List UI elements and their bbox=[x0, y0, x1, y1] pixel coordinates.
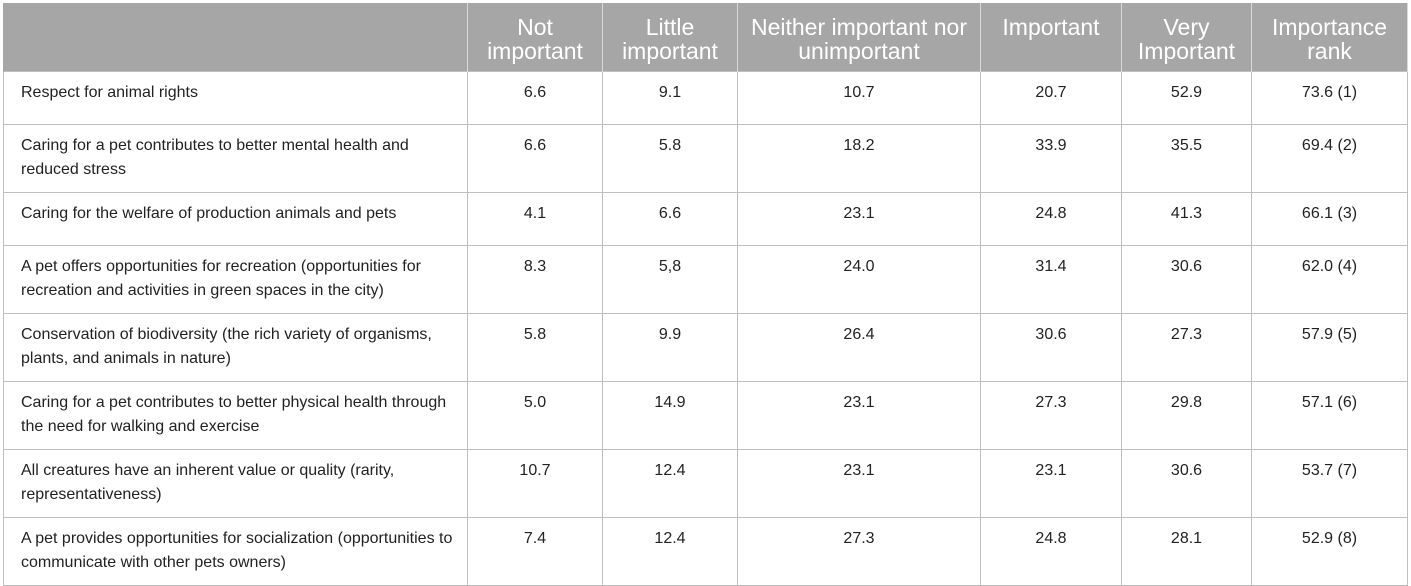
header-neither: Neither important nor unimportant bbox=[737, 3, 981, 72]
cell-not-important: 10.7 bbox=[467, 449, 603, 518]
row-label: A pet provides opportunities for sociali… bbox=[3, 517, 468, 586]
header-very-important: Very Important bbox=[1121, 3, 1252, 72]
header-importance-rank: Importance rank bbox=[1251, 3, 1408, 72]
table-row: A pet offers opportunities for recreatio… bbox=[3, 245, 1408, 314]
cell-neither: 26.4 bbox=[737, 313, 981, 382]
table-body: Respect for animal rights 6.6 9.1 10.7 2… bbox=[3, 71, 1408, 586]
table-row: Caring for the welfare of production ani… bbox=[3, 192, 1408, 246]
cell-little-important: 5.8 bbox=[602, 124, 738, 193]
header-important: Important bbox=[980, 3, 1122, 72]
cell-little-important: 12.4 bbox=[602, 449, 738, 518]
cell-not-important: 4.1 bbox=[467, 192, 603, 246]
cell-important: 24.8 bbox=[980, 192, 1122, 246]
header-row: Not important Little important Neither i… bbox=[3, 3, 1408, 72]
cell-very-important: 41.3 bbox=[1121, 192, 1252, 246]
cell-not-important: 5.0 bbox=[467, 381, 603, 450]
header-little-important: Little important bbox=[602, 3, 738, 72]
importance-table-container: Not important Little important Neither i… bbox=[3, 3, 1408, 586]
cell-neither: 23.1 bbox=[737, 449, 981, 518]
cell-importance-rank: 73.6 (1) bbox=[1251, 71, 1408, 125]
cell-important: 27.3 bbox=[980, 381, 1122, 450]
cell-little-important: 5,8 bbox=[602, 245, 738, 314]
table-row: A pet provides opportunities for sociali… bbox=[3, 517, 1408, 586]
table-row: All creatures have an inherent value or … bbox=[3, 449, 1408, 518]
row-label: Respect for animal rights bbox=[3, 71, 468, 125]
row-label: Conservation of biodiversity (the rich v… bbox=[3, 313, 468, 382]
cell-not-important: 5.8 bbox=[467, 313, 603, 382]
cell-little-important: 9.9 bbox=[602, 313, 738, 382]
cell-not-important: 6.6 bbox=[467, 124, 603, 193]
cell-neither: 23.1 bbox=[737, 192, 981, 246]
cell-important: 23.1 bbox=[980, 449, 1122, 518]
importance-table: Not important Little important Neither i… bbox=[3, 3, 1408, 586]
table-row: Respect for animal rights 6.6 9.1 10.7 2… bbox=[3, 71, 1408, 125]
cell-little-important: 6.6 bbox=[602, 192, 738, 246]
cell-important: 24.8 bbox=[980, 517, 1122, 586]
table-header: Not important Little important Neither i… bbox=[3, 3, 1408, 72]
row-label: Caring for a pet contributes to better p… bbox=[3, 381, 468, 450]
header-not-important: Not important bbox=[467, 3, 603, 72]
row-label: Caring for the welfare of production ani… bbox=[3, 192, 468, 246]
cell-very-important: 29.8 bbox=[1121, 381, 1252, 450]
table-row: Caring for a pet contributes to better m… bbox=[3, 124, 1408, 193]
cell-important: 30.6 bbox=[980, 313, 1122, 382]
cell-importance-rank: 57.9 (5) bbox=[1251, 313, 1408, 382]
cell-important: 33.9 bbox=[980, 124, 1122, 193]
cell-importance-rank: 57.1 (6) bbox=[1251, 381, 1408, 450]
cell-importance-rank: 62.0 (4) bbox=[1251, 245, 1408, 314]
cell-very-important: 28.1 bbox=[1121, 517, 1252, 586]
cell-importance-rank: 66.1 (3) bbox=[1251, 192, 1408, 246]
cell-not-important: 6.6 bbox=[467, 71, 603, 125]
header-cell-blank bbox=[3, 3, 468, 72]
cell-very-important: 27.3 bbox=[1121, 313, 1252, 382]
row-label: All creatures have an inherent value or … bbox=[3, 449, 468, 518]
cell-neither: 27.3 bbox=[737, 517, 981, 586]
cell-little-important: 14.9 bbox=[602, 381, 738, 450]
cell-importance-rank: 53.7 (7) bbox=[1251, 449, 1408, 518]
cell-little-important: 9.1 bbox=[602, 71, 738, 125]
cell-neither: 18.2 bbox=[737, 124, 981, 193]
cell-very-important: 30.6 bbox=[1121, 449, 1252, 518]
cell-importance-rank: 52.9 (8) bbox=[1251, 517, 1408, 586]
cell-very-important: 30.6 bbox=[1121, 245, 1252, 314]
table-row: Caring for a pet contributes to better p… bbox=[3, 381, 1408, 450]
cell-neither: 24.0 bbox=[737, 245, 981, 314]
cell-very-important: 35.5 bbox=[1121, 124, 1252, 193]
cell-important: 20.7 bbox=[980, 71, 1122, 125]
cell-very-important: 52.9 bbox=[1121, 71, 1252, 125]
cell-important: 31.4 bbox=[980, 245, 1122, 314]
cell-neither: 23.1 bbox=[737, 381, 981, 450]
cell-not-important: 7.4 bbox=[467, 517, 603, 586]
cell-importance-rank: 69.4 (2) bbox=[1251, 124, 1408, 193]
row-label: A pet offers opportunities for recreatio… bbox=[3, 245, 468, 314]
cell-little-important: 12.4 bbox=[602, 517, 738, 586]
row-label: Caring for a pet contributes to better m… bbox=[3, 124, 468, 193]
cell-not-important: 8.3 bbox=[467, 245, 603, 314]
cell-neither: 10.7 bbox=[737, 71, 981, 125]
table-row: Conservation of biodiversity (the rich v… bbox=[3, 313, 1408, 382]
